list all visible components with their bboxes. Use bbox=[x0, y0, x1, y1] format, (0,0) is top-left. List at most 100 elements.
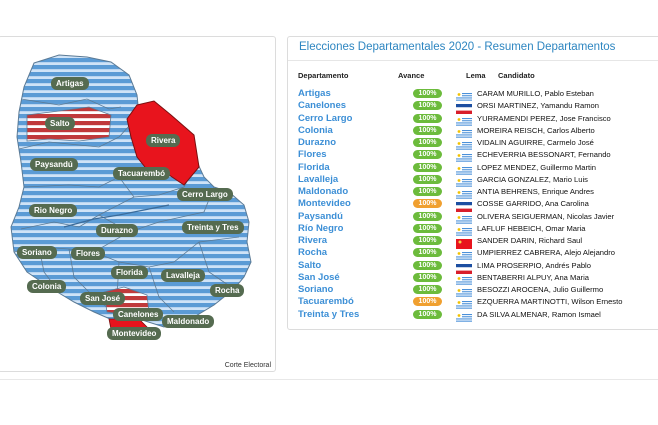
map-label-treinta-y-tres[interactable]: Treinta y Tres bbox=[182, 221, 244, 234]
map-label-flores[interactable]: Flores bbox=[71, 247, 106, 260]
row-candidate: BESOZZI AROCENA, Julio Guillermo bbox=[477, 285, 604, 294]
table-row[interactable]: Canelones 100% ORSI MARTINEZ, Yamandu Ramo… bbox=[288, 100, 658, 115]
map-label-canelones[interactable]: Canelones bbox=[113, 308, 164, 321]
table-row[interactable]: Maldonado 100% ANTIA BEHRENS, Enrique Andr… bbox=[288, 186, 658, 200]
row-department[interactable]: Montevideo bbox=[298, 198, 351, 210]
row-lema-flag bbox=[456, 138, 472, 151]
row-candidate: COSSE GARRIDO, Ana Carolina bbox=[477, 199, 589, 209]
map-label-rocha[interactable]: Rocha bbox=[210, 284, 245, 297]
uruguay-flag-icon bbox=[456, 153, 472, 164]
row-department[interactable]: Tacuarembó bbox=[298, 296, 354, 308]
table-row[interactable]: Montevideo 100% COSSE GARRIDO, Ana Carolin… bbox=[288, 198, 658, 213]
row-lema-flag bbox=[456, 150, 472, 164]
table-row[interactable]: Salto 100% LIMA PROSERPIO, Andrés Pablo bbox=[288, 259, 658, 274]
table-row[interactable]: Tacuarembó 100% EZQUERRA MARTINOTTI, Wilso… bbox=[288, 296, 658, 311]
row-lema-flag bbox=[456, 285, 472, 298]
header-candidato: Candidato bbox=[498, 71, 535, 80]
map-label-cerro-largo[interactable]: Cerro Largo bbox=[177, 188, 233, 201]
progress-badge: 100% bbox=[413, 309, 442, 319]
map-label-rio-negro[interactable]: Rio Negro bbox=[29, 204, 78, 217]
table-row[interactable]: Colonia 100% MOREIRA REISCH, Carlos Albert… bbox=[288, 124, 658, 139]
header-lema: Lema bbox=[466, 71, 486, 80]
row-department[interactable]: Maldonado bbox=[298, 186, 349, 197]
table-row[interactable]: Rivera 100% SANDER DARIN, Richard Saul bbox=[288, 235, 658, 249]
map-label-maldonado[interactable]: Maldonado bbox=[162, 315, 215, 328]
row-department[interactable]: Durazno bbox=[298, 137, 336, 148]
progress-badge: 100% bbox=[413, 187, 442, 196]
progress-badge: 100% bbox=[413, 260, 442, 270]
uruguay-flag-icon bbox=[456, 251, 472, 262]
map-label-durazno[interactable]: Durazno bbox=[96, 224, 138, 237]
row-department[interactable]: Cerro Largo bbox=[298, 112, 353, 124]
row-department[interactable]: Rivera bbox=[298, 235, 328, 246]
row-department[interactable]: Colonia bbox=[298, 124, 333, 136]
row-lema-flag bbox=[456, 199, 472, 213]
uruguay-flag-icon bbox=[456, 300, 472, 311]
results-title: Elecciones Departamentales 2020 - Resume… bbox=[299, 41, 616, 53]
row-department[interactable]: Salto bbox=[298, 259, 322, 271]
row-candidate: LAFLUF HEBEICH, Omar Maria bbox=[477, 223, 586, 233]
footer-divider bbox=[0, 379, 658, 380]
row-department[interactable]: Rocha bbox=[298, 247, 328, 259]
row-candidate: ORSI MARTINEZ, Yamandu Ramon bbox=[477, 101, 599, 111]
progress-badge: 100% bbox=[413, 150, 442, 160]
uruguay-flag-icon bbox=[456, 275, 472, 286]
map-label-rivera[interactable]: Rivera bbox=[146, 134, 181, 147]
row-lema-flag bbox=[456, 248, 472, 262]
row-department[interactable]: Canelones bbox=[298, 100, 347, 112]
row-candidate: OLIVERA SEIGUERMAN, Nicolas Javier bbox=[477, 211, 615, 221]
map-label-tacuarembo[interactable]: Tacuarembó bbox=[113, 167, 170, 180]
frente-amplio-flag-icon bbox=[456, 263, 472, 274]
row-candidate: VIDALIN AGUIRRE, Carmelo José bbox=[477, 138, 594, 147]
row-department[interactable]: Lavalleja bbox=[298, 173, 339, 185]
table-row[interactable]: Cerro Largo 100% YURRAMENDI PEREZ, Jose Fr… bbox=[288, 112, 658, 127]
row-department[interactable]: Soriano bbox=[298, 284, 334, 295]
table-row[interactable]: Paysandú 100% OLIVERA SEIGUERMAN, Nicolas … bbox=[288, 210, 658, 225]
map-label-paysandu[interactable]: Paysandú bbox=[30, 158, 78, 171]
row-lema-flag bbox=[456, 236, 472, 249]
row-lema-flag bbox=[456, 163, 472, 176]
map-label-san-jose[interactable]: San José bbox=[80, 292, 126, 305]
row-department[interactable]: San José bbox=[298, 271, 340, 283]
row-department[interactable]: Treinta y Tres bbox=[298, 308, 360, 320]
table-row[interactable]: Treinta y Tres 100% DA SILVA ALMENAR, Ramo… bbox=[288, 308, 658, 323]
results-panel: Elecciones Departamentales 2020 - Resume… bbox=[287, 36, 658, 330]
uruguay-flag-icon bbox=[456, 92, 472, 102]
table-row[interactable]: Florida 100% LOPEZ MENDEZ, Guillermo Marti… bbox=[288, 161, 658, 176]
row-department[interactable]: Florida bbox=[298, 161, 330, 173]
row-lema-flag bbox=[456, 224, 472, 237]
progress-badge: 100% bbox=[413, 101, 442, 111]
table-row[interactable]: Lavalleja 100% GARCIA GONZALEZ, Mario Luis bbox=[288, 173, 658, 188]
uruguay-flag-icon bbox=[456, 165, 472, 176]
map-label-florida[interactable]: Florida bbox=[111, 266, 148, 279]
table-row[interactable]: Río Negro 100% LAFLUF HEBEICH, Omar Maria bbox=[288, 222, 658, 237]
map-label-soriano[interactable]: Soriano bbox=[17, 246, 57, 259]
map-label-artigas[interactable]: Artigas bbox=[51, 77, 89, 90]
table-row[interactable]: Flores 100% ECHEVERRIA BESSONART, Fernando bbox=[288, 149, 658, 164]
uruguay-flag-icon bbox=[456, 116, 472, 127]
row-lema-flag bbox=[456, 310, 472, 323]
uruguay-flag-icon bbox=[456, 312, 472, 323]
row-candidate: GARCIA GONZALEZ, Mario Luis bbox=[477, 174, 588, 184]
row-lema-flag bbox=[456, 101, 472, 115]
progress-badge: 100% bbox=[413, 125, 442, 135]
row-department[interactable]: Flores bbox=[298, 149, 327, 161]
table-row[interactable]: Artigas 100% CARAM MURILLO, Pablo Esteban bbox=[288, 88, 658, 102]
table-row[interactable]: Soriano 100% BESOZZI AROCENA, Julio Guille… bbox=[288, 284, 658, 298]
row-lema-flag bbox=[456, 175, 472, 188]
map-label-lavalleja[interactable]: Lavalleja bbox=[161, 269, 205, 282]
table-row[interactable]: Rocha 100% UMPIERREZ CABRERA, Alejo Alejan… bbox=[288, 247, 658, 262]
progress-badge: 100% bbox=[413, 162, 442, 172]
row-lema-flag bbox=[456, 273, 472, 286]
row-department[interactable]: Paysandú bbox=[298, 210, 343, 222]
map-label-salto[interactable]: Salto bbox=[45, 117, 75, 130]
row-department[interactable]: Artigas bbox=[298, 88, 331, 99]
table-row[interactable]: Durazno 100% VIDALIN AGUIRRE, Carmelo José bbox=[288, 137, 658, 151]
row-candidate: ANTIA BEHRENS, Enrique Andres bbox=[477, 187, 594, 196]
header-avance: Avance bbox=[398, 71, 425, 80]
map-label-montevideo[interactable]: Montevideo bbox=[107, 327, 162, 340]
progress-badge: 100% bbox=[413, 113, 442, 123]
map-label-colonia[interactable]: Colonia bbox=[27, 280, 67, 293]
table-row[interactable]: San José 100% BENTABERRI ALPUY, Ana Maria bbox=[288, 271, 658, 286]
row-department[interactable]: Río Negro bbox=[298, 222, 344, 234]
